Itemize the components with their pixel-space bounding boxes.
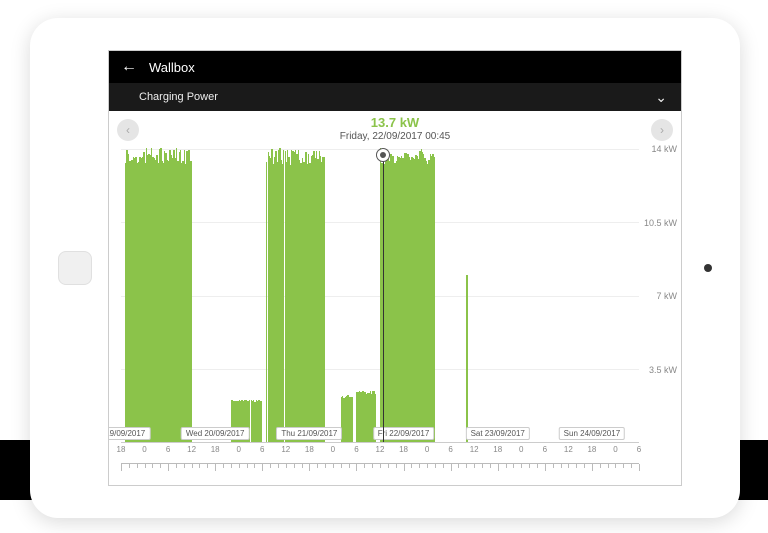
readout-timestamp: Friday, 22/09/2017 00:45 — [109, 131, 681, 142]
y-axis-label: 14 kW — [651, 144, 677, 154]
app-header: ← Wallbox — [109, 51, 681, 83]
home-button[interactable] — [58, 251, 92, 285]
x-axis-ruler — [121, 463, 639, 475]
date-label: Wed 20/09/2017 — [181, 427, 250, 440]
camera-icon — [704, 264, 712, 272]
x-axis-ticks: 1806121806121806121806121806121806 — [121, 445, 639, 461]
y-axis-label: 3.5 kW — [649, 365, 677, 375]
section-header[interactable]: Charging Power ⌄ — [109, 83, 681, 111]
section-label: Charging Power — [139, 91, 218, 103]
y-axis-label: 10.5 kW — [644, 218, 677, 228]
chart-area: ‹ › 13.7 kW Friday, 22/09/2017 00:45 ie … — [109, 111, 681, 485]
chevron-down-icon[interactable]: ⌄ — [655, 89, 667, 106]
y-axis-label: 7 kW — [656, 291, 677, 301]
cursor-line[interactable] — [383, 149, 384, 442]
app-screen: ← Wallbox Charging Power ⌄ ‹ › 13.7 kW F… — [108, 50, 682, 486]
chart-plot[interactable]: ie 19/09/2017Wed 20/09/2017Thu 21/09/201… — [121, 149, 639, 443]
date-label: ie 19/09/2017 — [108, 427, 150, 440]
cursor-readout: 13.7 kW Friday, 22/09/2017 00:45 — [109, 115, 681, 142]
header-title: Wallbox — [149, 60, 195, 75]
back-arrow-icon[interactable]: ← — [121, 59, 137, 75]
tablet-frame: ← Wallbox Charging Power ⌄ ‹ › 13.7 kW F… — [30, 18, 740, 518]
date-label: Sun 24/09/2017 — [559, 427, 626, 440]
cursor-handle-icon[interactable] — [377, 149, 389, 161]
date-label: Thu 21/09/2017 — [276, 427, 342, 440]
readout-value: 13.7 kW — [109, 115, 681, 130]
date-label: Sat 23/09/2017 — [466, 427, 530, 440]
